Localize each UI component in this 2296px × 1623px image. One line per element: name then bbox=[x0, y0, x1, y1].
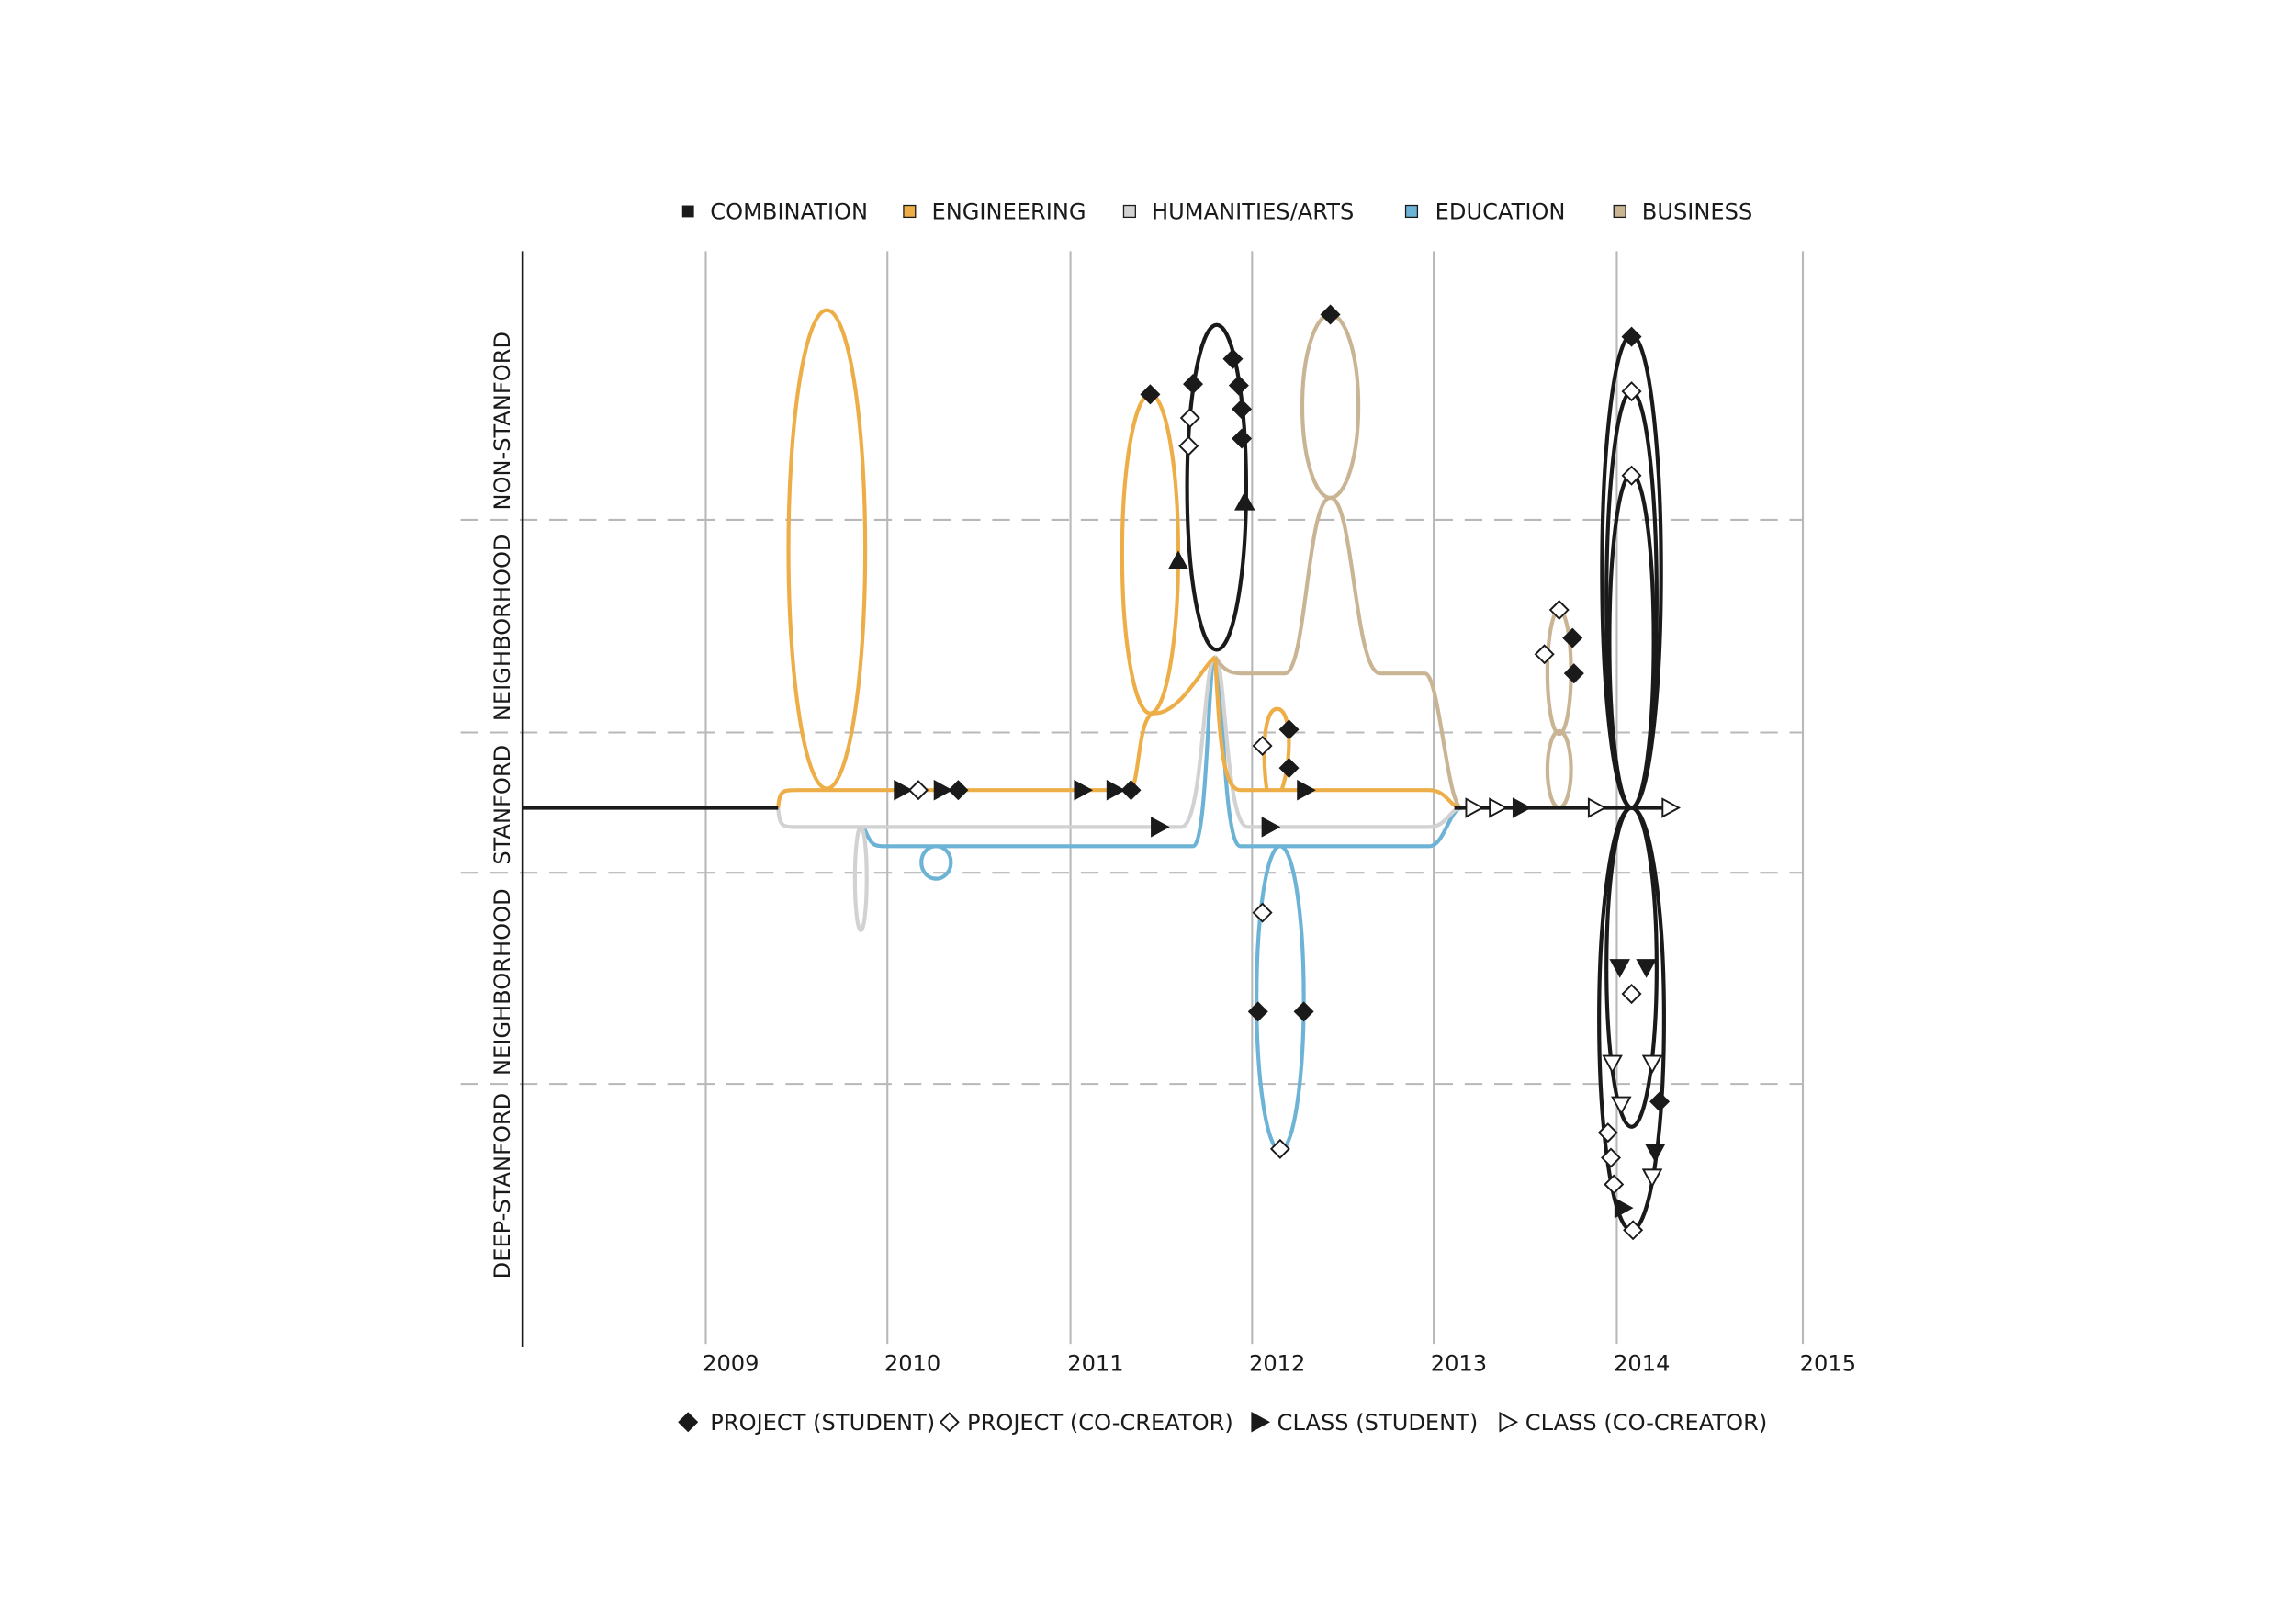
event-marker bbox=[1140, 384, 1161, 405]
event-marker bbox=[1167, 550, 1189, 569]
legend-label: HUMANITIES/ARTS bbox=[1152, 199, 1354, 225]
legend-swatch bbox=[1613, 204, 1626, 219]
event-marker bbox=[1151, 817, 1170, 838]
event-marker bbox=[1597, 1122, 1618, 1144]
legend-label: PROJECT (STUDENT) bbox=[710, 1410, 935, 1436]
zone-label: NEIGHBORHOOD bbox=[490, 888, 515, 1076]
event-marker bbox=[907, 780, 929, 801]
year-label: 2009 bbox=[703, 1351, 759, 1377]
legend-marker bbox=[1499, 1412, 1519, 1433]
event-marker bbox=[1602, 1054, 1623, 1075]
legend-marker bbox=[678, 1412, 699, 1433]
year-label: 2010 bbox=[884, 1351, 940, 1377]
event-marker bbox=[1614, 1197, 1634, 1219]
education-loop bbox=[1255, 844, 1306, 1153]
legend-marker bbox=[1251, 1412, 1271, 1433]
event-marker bbox=[1621, 326, 1642, 347]
humanities-path bbox=[776, 655, 1463, 829]
event-marker bbox=[1621, 465, 1642, 486]
event-marker bbox=[1320, 304, 1341, 325]
engineering-loop bbox=[1120, 392, 1181, 716]
event-marker bbox=[1252, 735, 1273, 756]
event-marker bbox=[1563, 663, 1584, 684]
business-loop bbox=[1300, 312, 1361, 500]
event-marker bbox=[1247, 1001, 1268, 1022]
event-marker bbox=[1178, 435, 1199, 456]
event-marker bbox=[1106, 779, 1126, 801]
engineering-path bbox=[776, 655, 1217, 808]
event-marker bbox=[1234, 491, 1255, 511]
zone-label: DEEP-STANFORD bbox=[490, 1093, 515, 1279]
legend-label: CLASS (CO-CREATOR) bbox=[1525, 1410, 1767, 1436]
event-marker bbox=[1641, 1168, 1663, 1189]
legend-swatch bbox=[903, 204, 917, 219]
event-marker bbox=[1644, 1144, 1666, 1163]
business-path bbox=[1213, 495, 1463, 810]
event-marker bbox=[1623, 1220, 1644, 1241]
event-marker bbox=[1548, 600, 1570, 621]
event-marker bbox=[1534, 644, 1555, 665]
event-marker bbox=[1562, 627, 1583, 648]
education-path bbox=[861, 655, 1463, 849]
event-marker bbox=[1621, 984, 1642, 1005]
event-marker bbox=[1252, 902, 1273, 923]
event-marker bbox=[1512, 797, 1532, 818]
event-marker bbox=[948, 780, 969, 801]
event-marker bbox=[1636, 959, 1657, 978]
combination-loop bbox=[1185, 322, 1249, 652]
event-marker bbox=[1609, 959, 1630, 978]
event-marker bbox=[1269, 1138, 1290, 1159]
event-marker bbox=[933, 779, 953, 801]
engineering-path bbox=[1213, 657, 1462, 810]
event-marker bbox=[1465, 797, 1485, 818]
event-marker bbox=[1179, 408, 1200, 429]
event-marker bbox=[1601, 1147, 1622, 1168]
year-label: 2015 bbox=[1800, 1351, 1856, 1377]
legend-label: PROJECT (CO-CREATOR) bbox=[967, 1410, 1233, 1436]
legend-label: COMBINATION bbox=[710, 199, 868, 225]
legend-label: ENGINEERING bbox=[931, 199, 1086, 225]
engineering-loop bbox=[786, 308, 868, 791]
legend-label: EDUCATION bbox=[1435, 199, 1566, 225]
event-marker bbox=[1649, 1091, 1671, 1112]
event-marker bbox=[1293, 1001, 1314, 1022]
year-label: 2012 bbox=[1249, 1351, 1305, 1377]
year-label: 2013 bbox=[1431, 1351, 1487, 1377]
event-marker bbox=[894, 779, 913, 801]
zone-label: NEIGHBORHOOD bbox=[490, 534, 515, 721]
zone-label: NON-STANFORD bbox=[490, 332, 515, 511]
legend-marker bbox=[939, 1412, 960, 1433]
event-marker bbox=[1228, 375, 1249, 396]
event-marker bbox=[1611, 1096, 1632, 1116]
education-loop bbox=[919, 844, 953, 881]
event-marker bbox=[1621, 381, 1642, 402]
legend-swatch bbox=[681, 205, 694, 218]
legend-label: CLASS (STUDENT) bbox=[1277, 1410, 1479, 1436]
zone-label: STANFORD bbox=[490, 745, 515, 865]
year-label: 2011 bbox=[1067, 1351, 1123, 1377]
event-marker bbox=[1278, 758, 1300, 779]
event-marker bbox=[1232, 428, 1253, 449]
event-marker bbox=[1297, 779, 1316, 801]
event-marker bbox=[1222, 348, 1244, 369]
event-marker bbox=[1074, 779, 1094, 801]
event-marker bbox=[1232, 399, 1253, 420]
legend-swatch bbox=[1122, 204, 1136, 219]
event-marker bbox=[1183, 374, 1204, 395]
event-marker bbox=[1278, 719, 1300, 740]
event-marker bbox=[1120, 780, 1142, 801]
business-loop bbox=[1545, 728, 1573, 810]
event-marker bbox=[1261, 817, 1281, 838]
event-marker bbox=[1587, 797, 1607, 818]
event-marker bbox=[1489, 797, 1508, 818]
event-marker bbox=[1661, 797, 1681, 818]
event-marker bbox=[1604, 1174, 1625, 1195]
humanities-loop bbox=[852, 825, 869, 933]
legend-swatch bbox=[1404, 204, 1419, 219]
year-label: 2014 bbox=[1614, 1351, 1670, 1377]
legend-label: BUSINESS bbox=[1642, 199, 1752, 225]
event-marker bbox=[1641, 1054, 1663, 1075]
